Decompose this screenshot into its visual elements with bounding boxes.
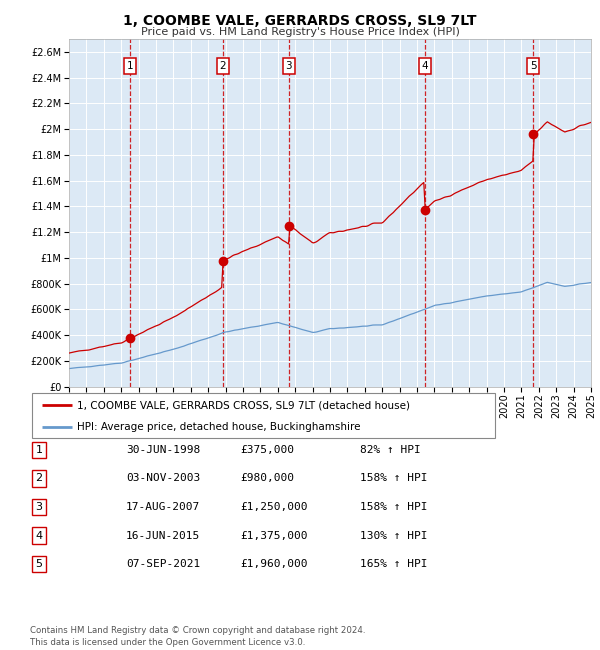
Text: £1,250,000: £1,250,000 bbox=[240, 502, 308, 512]
Text: 1: 1 bbox=[127, 61, 133, 71]
Text: 30-JUN-1998: 30-JUN-1998 bbox=[126, 445, 200, 455]
Text: 5: 5 bbox=[35, 559, 43, 569]
Text: 130% ↑ HPI: 130% ↑ HPI bbox=[360, 530, 427, 541]
Text: 2: 2 bbox=[220, 61, 226, 71]
Text: £1,960,000: £1,960,000 bbox=[240, 559, 308, 569]
Text: 17-AUG-2007: 17-AUG-2007 bbox=[126, 502, 200, 512]
Text: HPI: Average price, detached house, Buckinghamshire: HPI: Average price, detached house, Buck… bbox=[77, 422, 360, 432]
FancyBboxPatch shape bbox=[32, 393, 495, 438]
Text: 165% ↑ HPI: 165% ↑ HPI bbox=[360, 559, 427, 569]
Text: Contains HM Land Registry data © Crown copyright and database right 2024.
This d: Contains HM Land Registry data © Crown c… bbox=[30, 626, 365, 647]
Text: 4: 4 bbox=[422, 61, 428, 71]
Text: 07-SEP-2021: 07-SEP-2021 bbox=[126, 559, 200, 569]
Text: 16-JUN-2015: 16-JUN-2015 bbox=[126, 530, 200, 541]
Text: 1, COOMBE VALE, GERRARDS CROSS, SL9 7LT (detached house): 1, COOMBE VALE, GERRARDS CROSS, SL9 7LT … bbox=[77, 400, 410, 410]
Text: 1, COOMBE VALE, GERRARDS CROSS, SL9 7LT: 1, COOMBE VALE, GERRARDS CROSS, SL9 7LT bbox=[123, 14, 477, 29]
Text: 3: 3 bbox=[35, 502, 43, 512]
Text: 2: 2 bbox=[35, 473, 43, 484]
Text: 1: 1 bbox=[35, 445, 43, 455]
Text: Price paid vs. HM Land Registry's House Price Index (HPI): Price paid vs. HM Land Registry's House … bbox=[140, 27, 460, 37]
Text: 82% ↑ HPI: 82% ↑ HPI bbox=[360, 445, 421, 455]
Text: £375,000: £375,000 bbox=[240, 445, 294, 455]
Text: 03-NOV-2003: 03-NOV-2003 bbox=[126, 473, 200, 484]
Text: 3: 3 bbox=[286, 61, 292, 71]
Text: 158% ↑ HPI: 158% ↑ HPI bbox=[360, 473, 427, 484]
Text: 4: 4 bbox=[35, 530, 43, 541]
Text: 158% ↑ HPI: 158% ↑ HPI bbox=[360, 502, 427, 512]
Text: £1,375,000: £1,375,000 bbox=[240, 530, 308, 541]
Text: £980,000: £980,000 bbox=[240, 473, 294, 484]
Text: 5: 5 bbox=[530, 61, 536, 71]
